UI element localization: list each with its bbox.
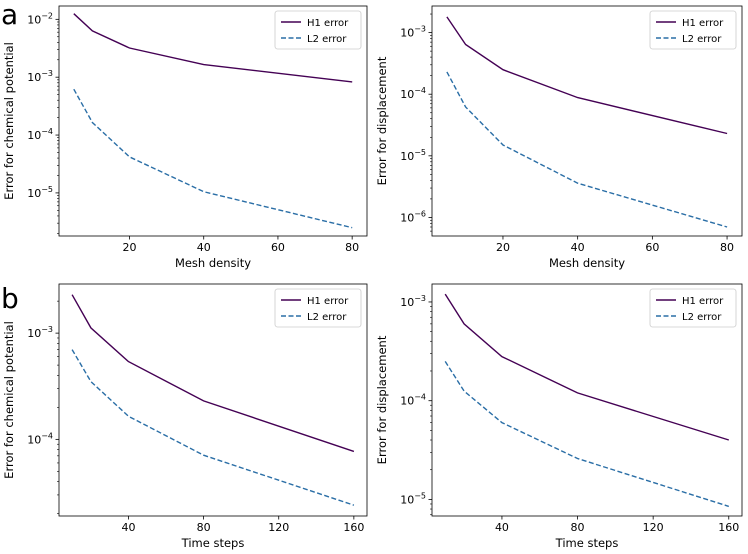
y-axis-label: Error for chemical potential bbox=[2, 321, 16, 479]
l2-error-line bbox=[73, 88, 353, 229]
x-tick-label: 160 bbox=[718, 521, 739, 534]
x-tick-label: 80 bbox=[571, 521, 585, 534]
y-tick-label: 10−4 bbox=[27, 127, 53, 142]
l2-error-line bbox=[444, 361, 730, 508]
x-tick-label: 80 bbox=[345, 241, 359, 254]
plot-frame bbox=[431, 283, 743, 517]
x-tick-label: 160 bbox=[343, 521, 364, 534]
legend-label-l2: L2 error bbox=[307, 312, 347, 323]
legend-label-l2: L2 error bbox=[682, 34, 722, 45]
y-tick-label: 10−4 bbox=[27, 431, 53, 446]
y-tick-label: 10−3 bbox=[400, 294, 426, 309]
y-tick-label: 10−4 bbox=[400, 393, 426, 408]
l2-error-line bbox=[446, 71, 728, 228]
legend: H1 error L2 error bbox=[274, 288, 362, 328]
x-tick-label: 80 bbox=[197, 521, 211, 534]
l2-error-line bbox=[71, 349, 355, 506]
x-tick-label: 120 bbox=[268, 521, 289, 534]
y-tick-label: 10−3 bbox=[400, 25, 426, 40]
legend-label-l2: L2 error bbox=[682, 312, 722, 323]
y-tick-label: 10−3 bbox=[27, 69, 53, 84]
x-axis-label: Time steps bbox=[555, 536, 619, 550]
legend-label-h1: H1 error bbox=[682, 18, 724, 29]
plot-frame bbox=[58, 283, 368, 517]
legend-box bbox=[649, 10, 737, 50]
chart-a-left: 10−2 10−3 10−4 10−5 20 40 60 80 Mesh density Erro… bbox=[2, 5, 368, 270]
y-axis-label: Error for displacement bbox=[375, 56, 389, 185]
plot-frame bbox=[431, 5, 743, 237]
x-axis-label: Mesh density bbox=[549, 256, 625, 270]
y-axis-label: Error for displacement bbox=[375, 335, 389, 464]
legend-box bbox=[274, 288, 362, 328]
chart-b-right: 10−3 10−4 10−5 40 80 120 160 Time steps Error fo… bbox=[375, 283, 743, 550]
x-tick-label: 40 bbox=[495, 521, 509, 534]
x-tick-label: 40 bbox=[121, 521, 135, 534]
h1-error-line bbox=[73, 13, 353, 83]
y-tick-label: 10−2 bbox=[27, 11, 53, 26]
y-tick-label: 10−5 bbox=[400, 491, 426, 506]
plot-frame bbox=[58, 5, 368, 237]
legend: H1 error L2 error bbox=[649, 288, 737, 328]
legend: H1 error L2 error bbox=[649, 10, 737, 50]
y-tick-label: 10−4 bbox=[400, 86, 426, 101]
legend-label-h1: H1 error bbox=[307, 296, 349, 307]
h1-error-line bbox=[446, 16, 728, 135]
x-tick-label: 40 bbox=[197, 241, 211, 254]
h1-error-line bbox=[444, 293, 730, 441]
y-axis-label: Error for chemical potential bbox=[2, 42, 16, 200]
y-tick-label: 10−3 bbox=[27, 325, 53, 340]
legend-label-h1: H1 error bbox=[307, 18, 349, 29]
legend-label-l2: L2 error bbox=[307, 34, 347, 45]
y-tick-label: 10−6 bbox=[400, 209, 426, 224]
x-axis-label: Time steps bbox=[181, 536, 245, 550]
legend-box bbox=[649, 288, 737, 328]
x-axis-label: Mesh density bbox=[175, 256, 251, 270]
legend-label-h1: H1 error bbox=[682, 296, 724, 307]
panel-label-a: a bbox=[1, 0, 18, 31]
x-tick-label: 60 bbox=[645, 241, 659, 254]
x-tick-label: 60 bbox=[271, 241, 285, 254]
chart-b-left: 10−3 10−4 40 80 120 160 Time steps Error for ch… bbox=[2, 283, 368, 550]
y-tick-label: 10−5 bbox=[400, 148, 426, 163]
x-tick-label: 80 bbox=[720, 241, 734, 254]
x-tick-label: 20 bbox=[496, 241, 510, 254]
legend: H1 error L2 error bbox=[274, 10, 362, 50]
chart-a-right: 10−3 10−4 10−5 10−6 20 40 60 80 Mesh density Erro… bbox=[375, 5, 743, 270]
y-tick-label: 10−5 bbox=[27, 185, 53, 200]
panel-label-b: b bbox=[1, 282, 19, 315]
x-tick-label: 40 bbox=[571, 241, 585, 254]
h1-error-line bbox=[71, 294, 355, 453]
x-tick-label: 120 bbox=[643, 521, 664, 534]
legend-box bbox=[274, 10, 362, 50]
x-tick-label: 20 bbox=[123, 241, 137, 254]
